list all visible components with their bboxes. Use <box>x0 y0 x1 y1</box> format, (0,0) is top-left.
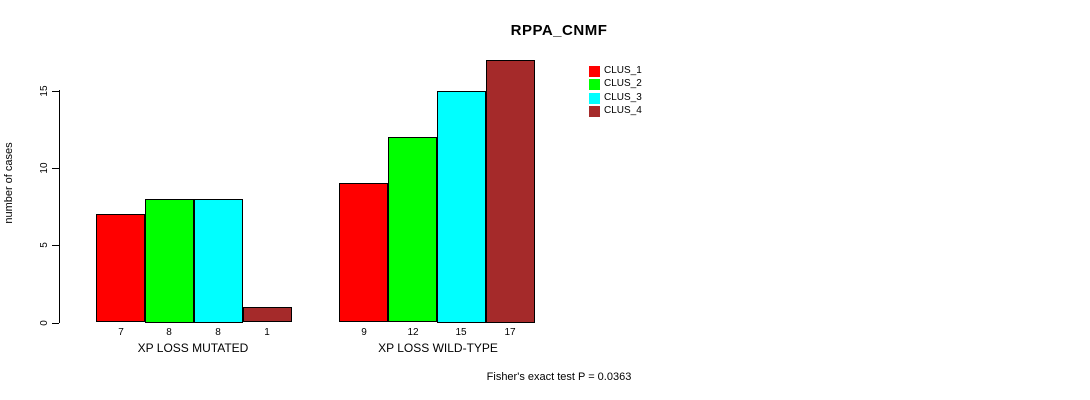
bar-value-clus_2-group2: 12 <box>407 327 419 338</box>
y-tick-label-0: 0 <box>39 320 50 326</box>
y-tick-mark-15 <box>52 91 59 92</box>
bar-clus_2-group2 <box>388 137 437 322</box>
legend-label-clus_3: CLUS_3 <box>604 92 642 103</box>
legend-swatch-clus_3 <box>589 93 600 104</box>
legend-swatch-clus_2 <box>589 79 600 90</box>
bar-clus_3-group1 <box>194 199 243 323</box>
y-tick-mark-5 <box>52 245 59 246</box>
legend-swatch-clus_4 <box>589 106 600 117</box>
bar-value-clus_1-group2: 9 <box>361 327 367 338</box>
bar-clus_1-group1 <box>96 214 145 322</box>
bar-value-clus_2-group1: 8 <box>166 327 172 338</box>
bar-clus_4-group1 <box>243 307 292 322</box>
y-tick-label-5: 5 <box>39 242 50 248</box>
y-tick-label-15: 15 <box>39 85 50 97</box>
y-axis-line <box>59 90 60 323</box>
bar-value-clus_3-group2: 15 <box>455 327 467 338</box>
y-tick-mark-10 <box>52 168 59 169</box>
chart-title: RPPA_CNMF <box>510 22 608 39</box>
bar-value-clus_4-group2: 17 <box>504 327 516 338</box>
legend-label-clus_1: CLUS_1 <box>604 65 642 76</box>
y-axis-label: number of cases <box>3 142 15 224</box>
legend-label-clus_4: CLUS_4 <box>604 105 642 116</box>
y-tick-mark-0 <box>52 323 59 324</box>
bar-value-clus_4-group1: 1 <box>264 327 270 338</box>
footnote-fishers-test: Fisher's exact test P = 0.0363 <box>486 371 632 383</box>
y-tick-label-10: 10 <box>39 162 50 174</box>
group-label-mutated: XP LOSS MUTATED <box>137 341 249 355</box>
bar-clus_2-group1 <box>145 199 194 323</box>
group-label-wild-type: XP LOSS WILD-TYPE <box>378 341 498 355</box>
bar-clus_4-group2 <box>486 60 535 323</box>
bar-value-clus_3-group1: 8 <box>215 327 221 338</box>
bar-clus_1-group2 <box>339 183 388 322</box>
bar-value-clus_1-group1: 7 <box>118 327 124 338</box>
bar-clus_3-group2 <box>437 91 486 323</box>
legend-label-clus_2: CLUS_2 <box>604 78 642 89</box>
legend-swatch-clus_1 <box>589 66 600 77</box>
